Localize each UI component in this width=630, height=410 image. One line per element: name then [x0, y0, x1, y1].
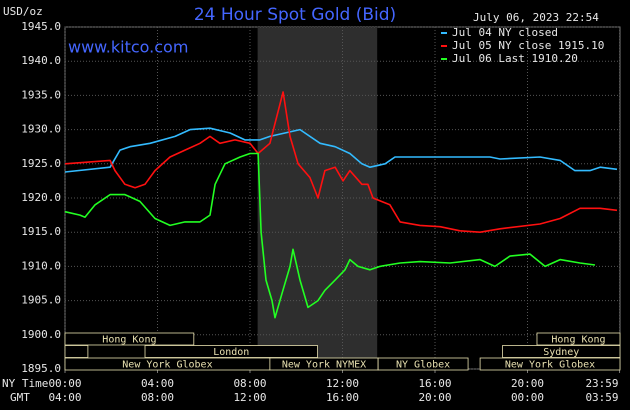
- session-label: New York NYMEX: [282, 360, 366, 371]
- session-bar: [377, 357, 469, 371]
- plot: [64, 26, 621, 370]
- y-tick-label: 1930.0: [21, 123, 61, 136]
- x2-tick-label: 16:00: [326, 391, 359, 404]
- watermark: www.kitco.com: [68, 38, 188, 57]
- x2-tick-label: 04:00: [48, 391, 81, 404]
- y-tick-label: 1915.0: [21, 225, 61, 238]
- x2-tick-label: 03:59: [585, 391, 618, 404]
- session-bar: [479, 357, 621, 371]
- series-line: [64, 152, 596, 319]
- session-label: NY Globex: [396, 360, 450, 371]
- chart-title: 24 Hour Spot Gold (Bid): [194, 5, 396, 25]
- x-tick-label: 23:59: [585, 377, 618, 390]
- legend-label: Jul 04 NY closed: [452, 26, 558, 39]
- y-tick-label: 1900.0: [21, 328, 61, 341]
- session-label: Sydney: [543, 347, 579, 358]
- x-tick-label: 12:00: [326, 377, 359, 390]
- session-bar: [502, 345, 621, 358]
- y-axis-label: USD/oz: [3, 5, 43, 18]
- session-label: New York Globex: [505, 360, 595, 371]
- legend-label: Jul 06 Last 1910.20: [452, 52, 578, 65]
- y-tick-label: 1935.0: [21, 88, 61, 101]
- session-label: Hong Kong: [102, 335, 156, 346]
- y-tick-label: 1895.0: [21, 362, 61, 375]
- x2-tick-label: 08:00: [141, 391, 174, 404]
- session-bar: [64, 345, 89, 358]
- y-tick-label: 1910.0: [21, 259, 61, 272]
- x-tick-label: 08:00: [233, 377, 266, 390]
- x2-tick-label: 00:00: [511, 391, 544, 404]
- x2-axis-label: GMT: [10, 391, 30, 404]
- series-line: [64, 91, 618, 233]
- y-tick-label: 1905.0: [21, 294, 61, 307]
- timestamp: July 06, 2023 22:54: [473, 11, 599, 24]
- session-label: Hong Kong: [551, 335, 605, 346]
- y-tick-label: 1945.0: [21, 20, 61, 33]
- y-tick-label: 1940.0: [21, 54, 61, 67]
- session-bar: [144, 345, 318, 358]
- x-tick-label: 16:00: [418, 377, 451, 390]
- x-tick-label: 04:00: [141, 377, 174, 390]
- y-tick-label: 1920.0: [21, 191, 61, 204]
- session-label: New York Globex: [122, 360, 212, 371]
- x2-tick-label: 12:00: [233, 391, 266, 404]
- x-axis-label: NY Time: [2, 377, 48, 390]
- session-label: London: [213, 347, 249, 358]
- legend-label: Jul 05 NY close 1915.10: [452, 39, 604, 52]
- x-tick-label: 00:00: [48, 377, 81, 390]
- x-tick-label: 20:00: [511, 377, 544, 390]
- session-bar: [64, 332, 195, 346]
- y-tick-label: 1925.0: [21, 157, 61, 170]
- session-bar: [536, 332, 621, 346]
- x2-tick-label: 20:00: [418, 391, 451, 404]
- series-line: [64, 127, 618, 173]
